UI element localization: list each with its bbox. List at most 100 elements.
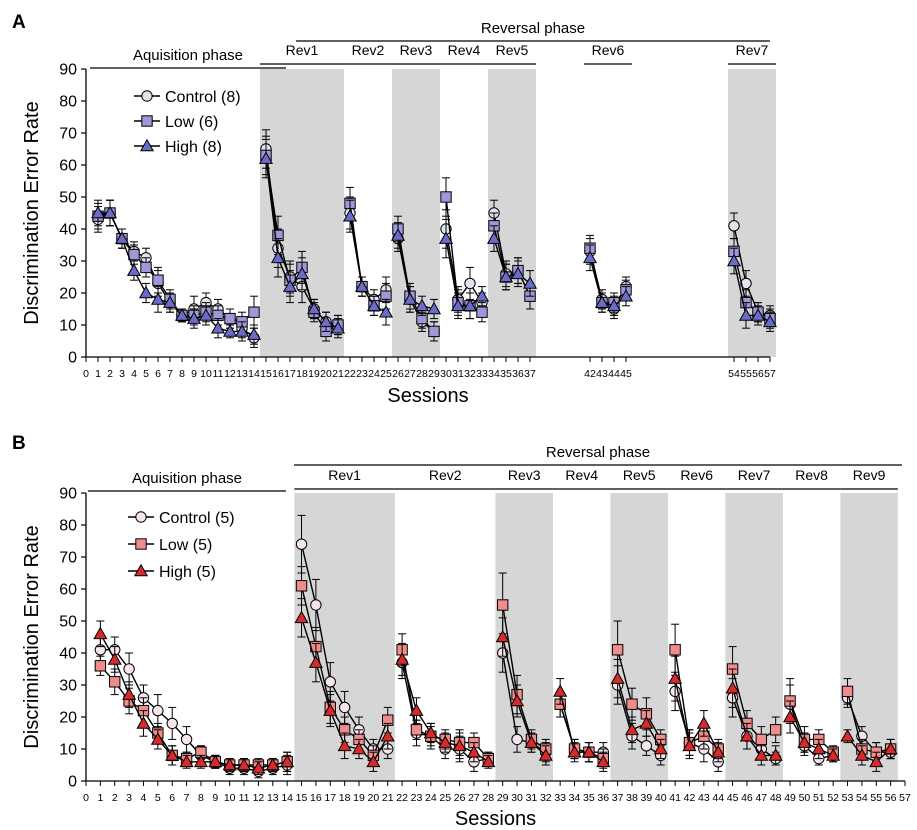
- series-line: [99, 665, 288, 766]
- x-tick-label: 28: [416, 368, 428, 380]
- y-tick-label: 0: [68, 774, 77, 791]
- legend: Control (8) Low (6) High (8): [134, 89, 241, 156]
- series-line: [559, 691, 604, 763]
- data-point: [354, 279, 370, 292]
- y-tick-label: 50: [59, 190, 77, 207]
- x-tick-label: 16: [310, 792, 322, 804]
- x-tick-label: 29: [497, 792, 509, 804]
- data-point: [295, 538, 308, 550]
- data-point: [640, 740, 653, 752]
- data-point: [409, 703, 424, 716]
- x-tick-label: 41: [669, 792, 681, 804]
- x-tick-label: 24: [425, 792, 437, 804]
- data-point: [624, 722, 640, 736]
- series-line: [616, 649, 662, 740]
- data-point: [725, 680, 740, 694]
- data-point: [466, 744, 482, 758]
- x-tick-label: 44: [608, 368, 620, 380]
- data-point: [224, 312, 236, 325]
- data-point: [682, 738, 697, 752]
- data-point: [123, 663, 135, 675]
- x-tick-label: 20: [320, 368, 332, 380]
- data-point: [265, 757, 280, 771]
- x-tick-label: 11: [239, 792, 250, 804]
- data-point: [282, 279, 298, 292]
- x-tick-label: 27: [404, 368, 416, 380]
- x-tick-label: 23: [411, 792, 423, 804]
- data-point: [186, 311, 202, 324]
- x-tick-label: 50: [799, 792, 811, 804]
- data-point: [755, 733, 768, 746]
- series-line: [674, 691, 719, 763]
- x-tick-label: 3: [119, 368, 125, 380]
- series-triangle: [93, 598, 898, 776]
- x-tick-label: 26: [392, 368, 404, 380]
- data-point: [166, 717, 178, 730]
- x-tick-label: 19: [353, 792, 365, 804]
- data-point: [248, 306, 260, 318]
- x-tick-label: 25: [439, 792, 451, 804]
- x-tick-label: 17: [284, 368, 296, 380]
- x-tick-label: 14: [248, 368, 260, 380]
- data-point: [294, 610, 309, 624]
- x-tick-label: 55: [870, 792, 882, 804]
- data-point: [596, 754, 611, 768]
- data-point: [639, 716, 654, 729]
- data-point: [869, 754, 884, 768]
- legend-marker-circle: [135, 511, 147, 523]
- y-tick-label: 60: [59, 582, 77, 599]
- data-point: [452, 738, 467, 752]
- x-tick-label: 0: [83, 368, 89, 380]
- data-point: [762, 314, 778, 328]
- data-point: [610, 671, 625, 684]
- data-point: [811, 741, 826, 755]
- data-point: [581, 744, 596, 758]
- x-tick-label: 12: [253, 792, 265, 804]
- panel-letter: B: [12, 433, 26, 454]
- panel-letter: A: [12, 12, 26, 33]
- data-point: [769, 724, 782, 736]
- data-point: [251, 760, 266, 774]
- shaded-band-rev7: [725, 493, 783, 781]
- legend: Control (5) Low (5) High (5): [128, 510, 235, 581]
- y-axis-title: Discrimination Error Rate: [21, 525, 43, 748]
- reversal-label-rev6: Rev6: [592, 42, 625, 58]
- x-tick-label: 4: [131, 368, 137, 380]
- y-tick-label: 20: [59, 286, 77, 303]
- x-tick-label: 57: [764, 368, 776, 380]
- legend-marker-square: [141, 115, 153, 127]
- series-line: [397, 228, 435, 332]
- data-point: [338, 701, 351, 714]
- data-point: [122, 687, 137, 700]
- y-tick-label: 40: [59, 646, 77, 663]
- data-point: [522, 276, 538, 289]
- x-axis-title: Sessions: [387, 385, 468, 407]
- series-line: [846, 735, 892, 763]
- data-point: [486, 231, 502, 244]
- legend-label: Low (6): [165, 114, 218, 131]
- reversal-label-rev5: Rev5: [623, 467, 656, 483]
- y-axis-title: Discrimination Error Rate: [21, 101, 43, 324]
- legend-marker-square: [135, 538, 147, 550]
- data-point: [854, 748, 869, 761]
- data-point: [567, 744, 582, 758]
- x-tick-label: 1: [95, 368, 101, 380]
- x-tick-label: 33: [476, 368, 488, 380]
- data-point: [626, 698, 638, 710]
- legend-marker-triangle: [139, 138, 155, 152]
- panel-a: A Aquisition phase Reversal phase Rev1 Rev2 R…: [12, 12, 778, 407]
- legend-label: High (5): [159, 564, 216, 581]
- data-point: [481, 754, 496, 768]
- data-point: [750, 308, 766, 321]
- y-tick-label: 40: [59, 222, 77, 239]
- x-tick-label: 15: [296, 792, 308, 804]
- y-tick-label: 30: [59, 254, 77, 271]
- series-line: [789, 700, 834, 753]
- x-tick-label: 9: [191, 368, 197, 380]
- data-point: [426, 301, 442, 315]
- series-line: [397, 235, 435, 310]
- data-point: [782, 709, 798, 723]
- reversal-phase-label: Reversal phase: [481, 20, 585, 37]
- data-point: [140, 261, 152, 274]
- series-triangle: [90, 138, 778, 345]
